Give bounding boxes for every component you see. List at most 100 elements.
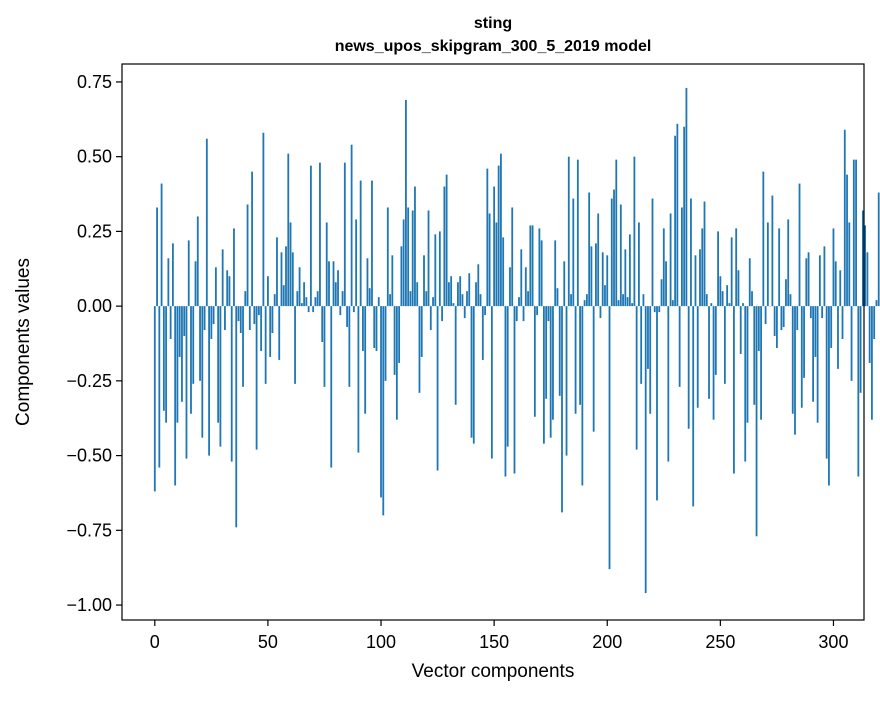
bar-component-200 (606, 255, 608, 306)
bar-component-285 (799, 184, 801, 307)
bar-component-9 (174, 306, 176, 485)
bar-component-195 (595, 243, 597, 306)
bar-component-308 (851, 306, 853, 381)
bar-component-159 (514, 306, 516, 473)
bar-component-310 (855, 160, 857, 306)
bar-component-5 (165, 306, 167, 423)
bar-component-44 (253, 306, 255, 324)
bar-component-105 (391, 255, 393, 306)
chart-title: sting (474, 15, 512, 32)
bar-component-193 (591, 246, 593, 306)
bar-component-282 (792, 306, 794, 414)
bar-component-235 (686, 88, 688, 306)
bar-component-17 (192, 306, 194, 384)
bar-component-129 (446, 175, 448, 307)
bar-component-64 (299, 267, 301, 306)
bar-component-186 (575, 306, 577, 414)
bar-component-92 (362, 306, 364, 351)
bar-component-40 (244, 291, 246, 306)
bar-component-184 (570, 294, 572, 306)
bar-component-95 (369, 288, 371, 306)
bar-component-118 (421, 306, 423, 357)
bar-component-88 (353, 306, 355, 312)
bar-component-0 (154, 306, 156, 491)
bar-component-136 (462, 294, 464, 306)
y-tick-label: −1.00 (66, 595, 112, 615)
bar-component-311 (857, 306, 859, 476)
bar-component-253 (726, 285, 728, 306)
bar-component-177 (554, 240, 556, 306)
x-tick-label: 150 (479, 632, 509, 652)
bar-component-204 (615, 160, 617, 306)
bar-component-93 (364, 306, 366, 414)
bar-component-178 (557, 288, 559, 306)
bar-component-147 (486, 169, 488, 307)
bar-component-110 (403, 219, 405, 306)
bar-component-104 (389, 294, 391, 306)
bar-component-48 (262, 133, 264, 306)
x-tick-label: 200 (592, 632, 622, 652)
bar-component-236 (688, 306, 690, 429)
bar-component-24 (208, 306, 210, 455)
bar-component-1 (156, 207, 158, 306)
bar-component-117 (419, 306, 421, 393)
bar-component-210 (629, 234, 631, 306)
bar-component-4 (163, 306, 165, 411)
y-tick-label: 0.25 (77, 221, 112, 241)
bar-component-187 (577, 160, 579, 306)
bar-component-259 (740, 306, 742, 354)
bar-component-10 (177, 306, 179, 423)
bar-component-149 (491, 306, 493, 458)
bar-component-263 (749, 258, 751, 306)
bar-component-15 (188, 240, 190, 306)
bar-component-292 (814, 306, 816, 357)
bar-component-249 (717, 231, 719, 306)
bar-component-31 (224, 306, 226, 330)
bar-component-121 (428, 210, 430, 306)
y-tick-label: 0.00 (77, 296, 112, 316)
bar-component-185 (572, 199, 574, 307)
bar-component-217 (645, 306, 647, 593)
bar-component-146 (484, 306, 486, 315)
bar-component-211 (631, 303, 633, 306)
bar-component-239 (695, 255, 697, 306)
bar-component-56 (281, 252, 283, 306)
bar-component-27 (215, 267, 217, 306)
bar-component-277 (781, 306, 783, 330)
bar-component-73 (319, 163, 321, 306)
bar-component-237 (690, 199, 692, 307)
bar-component-223 (658, 306, 660, 312)
bar-component-233 (681, 207, 683, 306)
bar-component-20 (199, 306, 201, 381)
bar-component-287 (803, 306, 805, 378)
bar-component-154 (502, 237, 504, 306)
bar-component-220 (652, 199, 654, 307)
bar-component-207 (622, 294, 624, 306)
bar-component-83 (342, 291, 344, 306)
x-tick-label: 50 (258, 632, 278, 652)
bar-component-36 (235, 306, 237, 527)
bar-component-58 (285, 246, 287, 306)
bar-component-152 (498, 166, 500, 306)
bar-component-43 (251, 172, 253, 307)
bar-component-307 (848, 222, 850, 306)
bar-component-45 (256, 306, 258, 449)
bar-component-291 (812, 306, 814, 402)
bar-component-99 (378, 297, 380, 306)
bar-component-46 (258, 306, 260, 315)
bar-component-295 (821, 306, 823, 318)
bar-component-103 (387, 207, 389, 306)
bar-component-55 (278, 306, 280, 360)
bar-component-271 (767, 222, 769, 306)
bar-component-250 (719, 276, 721, 306)
bar-component-316 (869, 306, 871, 363)
bar-component-175 (550, 306, 552, 438)
bar-component-61 (292, 252, 294, 306)
bar-component-318 (873, 306, 875, 339)
bar-component-74 (321, 306, 323, 342)
bar-component-288 (805, 258, 807, 306)
bar-component-309 (853, 160, 855, 306)
bar-component-140 (471, 306, 473, 438)
bar-component-194 (593, 306, 595, 432)
